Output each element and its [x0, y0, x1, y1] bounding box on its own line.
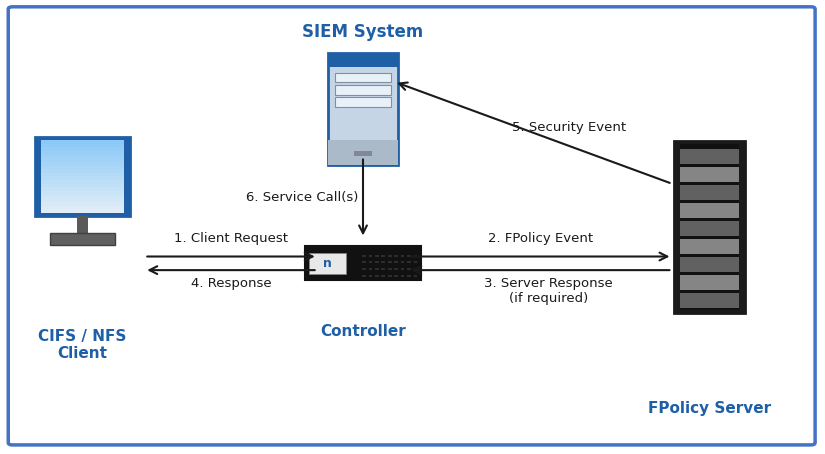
Bar — [78, 216, 87, 234]
Bar — [40, 158, 125, 162]
Bar — [375, 261, 379, 263]
Bar — [680, 185, 738, 200]
Text: CIFS / NFS
Client: CIFS / NFS Client — [38, 329, 127, 361]
Bar — [40, 143, 125, 147]
FancyBboxPatch shape — [675, 141, 744, 313]
FancyBboxPatch shape — [680, 144, 739, 310]
Bar — [40, 151, 125, 154]
Bar — [381, 268, 385, 270]
Bar — [362, 261, 366, 263]
Bar — [375, 275, 379, 276]
Bar — [40, 202, 125, 206]
Bar — [413, 268, 417, 270]
Bar — [40, 154, 125, 158]
Bar — [40, 198, 125, 202]
Bar — [401, 261, 404, 263]
Bar — [388, 275, 392, 276]
Bar — [375, 268, 379, 270]
Bar — [680, 168, 738, 182]
Bar — [388, 255, 392, 257]
Bar — [40, 209, 125, 213]
Bar — [354, 151, 372, 156]
Bar — [381, 275, 385, 276]
Bar — [40, 162, 125, 166]
Bar — [40, 206, 125, 209]
Bar — [40, 169, 125, 173]
Bar — [680, 149, 738, 164]
Bar — [388, 268, 392, 270]
FancyBboxPatch shape — [50, 233, 116, 245]
Bar — [40, 173, 125, 177]
Text: 6. Service Call(s): 6. Service Call(s) — [247, 191, 359, 204]
FancyBboxPatch shape — [328, 53, 398, 165]
Bar — [369, 275, 372, 276]
Text: 5. Security Event: 5. Security Event — [512, 121, 626, 133]
Bar — [407, 275, 411, 276]
Bar — [413, 261, 417, 263]
Text: SIEM System: SIEM System — [303, 23, 423, 41]
Bar — [40, 166, 125, 169]
Bar — [407, 261, 411, 263]
Bar — [309, 253, 346, 273]
Text: Controller: Controller — [320, 324, 406, 339]
Bar — [328, 53, 398, 67]
Bar — [680, 239, 738, 254]
Bar — [369, 255, 372, 257]
FancyBboxPatch shape — [335, 73, 391, 82]
Bar — [680, 275, 738, 290]
FancyBboxPatch shape — [35, 137, 130, 216]
Bar — [328, 140, 398, 165]
Text: 1. Client Request: 1. Client Request — [174, 232, 288, 245]
Bar — [680, 221, 738, 236]
FancyBboxPatch shape — [335, 97, 391, 107]
Bar — [401, 268, 404, 270]
Bar — [381, 255, 385, 257]
Bar — [401, 275, 404, 276]
Bar — [394, 255, 398, 257]
Text: FPolicy Server: FPolicy Server — [648, 401, 771, 416]
Bar — [388, 261, 392, 263]
Bar — [40, 195, 125, 198]
Bar — [394, 268, 398, 270]
Bar — [369, 268, 372, 270]
FancyBboxPatch shape — [8, 7, 815, 445]
Bar — [407, 255, 411, 257]
Bar — [362, 275, 366, 276]
Text: n: n — [323, 257, 332, 270]
Bar — [394, 261, 398, 263]
FancyBboxPatch shape — [335, 85, 391, 94]
Bar — [362, 268, 366, 270]
Text: 2. FPolicy Event: 2. FPolicy Event — [488, 232, 593, 245]
Bar — [680, 257, 738, 272]
Bar — [413, 275, 417, 276]
Text: 4. Response: 4. Response — [191, 277, 271, 290]
Text: 3. Server Response
(if required): 3. Server Response (if required) — [484, 277, 613, 305]
Bar — [40, 184, 125, 188]
Bar — [401, 255, 404, 257]
Bar — [394, 275, 398, 276]
Bar — [40, 147, 125, 151]
Bar — [369, 261, 372, 263]
Bar — [40, 177, 125, 180]
Bar — [40, 188, 125, 191]
Bar — [407, 268, 411, 270]
FancyBboxPatch shape — [305, 246, 421, 280]
Bar — [680, 293, 738, 308]
Bar — [381, 261, 385, 263]
Bar — [362, 255, 366, 257]
Bar — [413, 255, 417, 257]
Bar — [40, 180, 125, 184]
Bar — [40, 191, 125, 195]
Bar — [680, 203, 738, 218]
Bar — [375, 255, 379, 257]
Bar — [40, 140, 125, 143]
